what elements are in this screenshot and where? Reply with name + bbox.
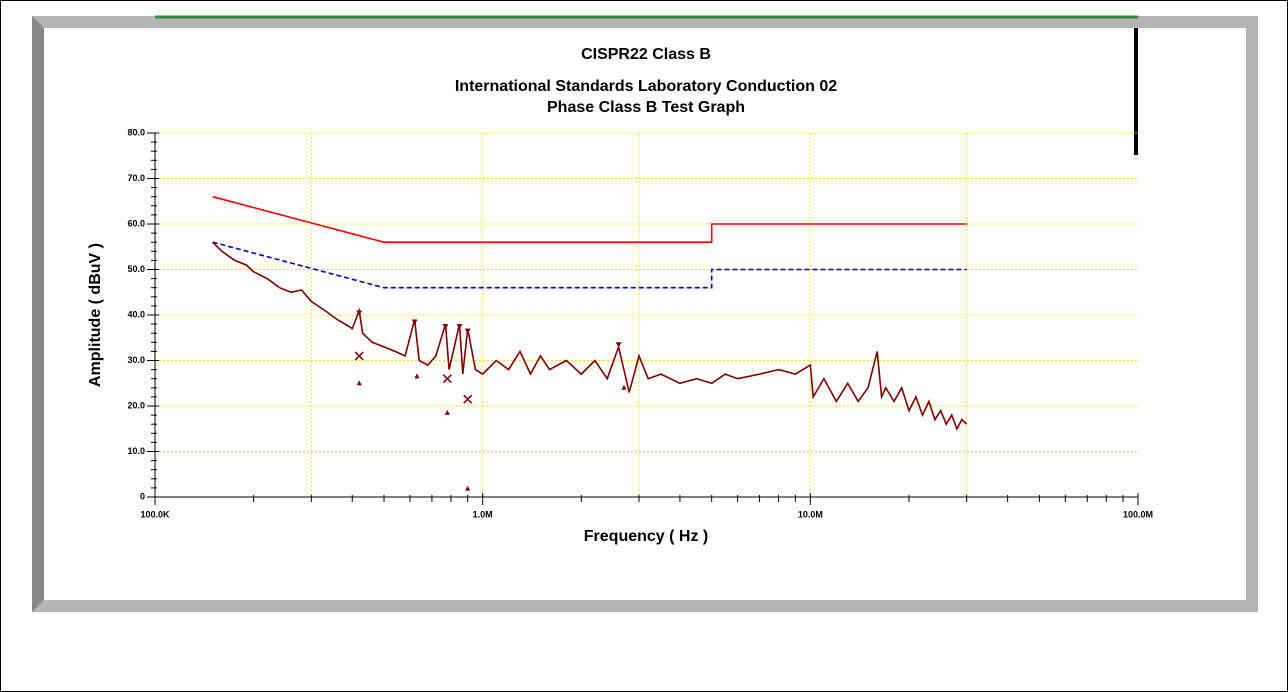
frame-shadow — [32, 16, 44, 612]
y-tick-label: 50.0 — [127, 264, 145, 274]
y-axis-label: Amplitude ( dBuV ) — [87, 243, 104, 387]
x-tick-label: 1.0M — [473, 509, 493, 519]
marker-triangle-down — [411, 319, 418, 325]
chart-title: CISPR22 Class B — [581, 46, 711, 63]
marker-triangle-down — [442, 324, 449, 330]
marker-triangle-down — [456, 324, 463, 330]
chart-subtitle: International Standards Laboratory Condu… — [455, 78, 837, 95]
chart-panel — [44, 28, 1246, 600]
marker-cross — [354, 351, 364, 361]
marker-triangle — [444, 409, 450, 415]
marker-triangle — [356, 380, 362, 386]
marker-cross — [463, 394, 473, 404]
marker-triangle-down — [356, 310, 363, 316]
y-tick-label: 40.0 — [127, 309, 145, 319]
y-tick-label: 60.0 — [127, 218, 145, 228]
series-line — [212, 195, 967, 243]
side-bar — [1134, 28, 1138, 155]
y-tick-label: 70.0 — [127, 173, 145, 183]
series-line — [212, 241, 967, 289]
y-tick-label: 0 — [140, 491, 145, 501]
y-tick-label: 20.0 — [127, 400, 145, 410]
x-tick-label: 100.0K — [140, 509, 170, 519]
y-tick-label: 10.0 — [127, 446, 145, 456]
chart-subtitle: Phase Class B Test Graph — [547, 99, 745, 116]
x-tick-label: 10.0M — [798, 509, 823, 519]
series-line — [212, 241, 968, 431]
marker-triangle — [414, 373, 420, 379]
x-axis-label: Frequency ( Hz ) — [584, 528, 708, 545]
marker-triangle — [621, 384, 627, 390]
y-tick-label: 30.0 — [127, 355, 145, 365]
marker-triangle-down — [464, 328, 471, 334]
marker-cross — [442, 374, 452, 384]
marker-triangle — [465, 485, 471, 491]
y-tick-label: 80.0 — [127, 127, 145, 137]
marker-triangle-down — [615, 342, 622, 348]
x-tick-label: 100.0M — [1123, 509, 1153, 519]
